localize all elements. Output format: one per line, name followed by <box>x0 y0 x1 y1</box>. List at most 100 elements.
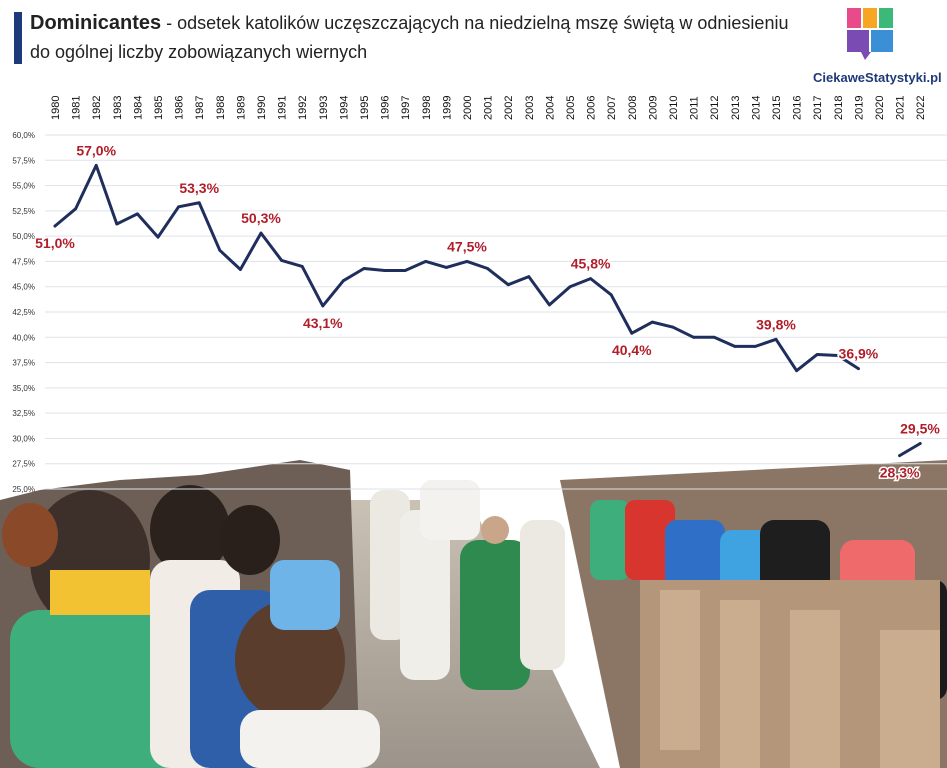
data-label: 53,3% <box>179 180 219 196</box>
church-crowd-photo <box>0 460 947 768</box>
y-tick-label: 32,5% <box>12 409 35 418</box>
x-tick-label: 1980 <box>50 96 62 120</box>
y-tick-label: 40,0% <box>12 333 35 342</box>
data-point <box>589 277 592 281</box>
data-label: 40,4% <box>612 342 652 358</box>
x-tick-label: 1982 <box>91 96 103 120</box>
data-point <box>280 259 283 262</box>
logo-text: CiekaweStatystyki.pl <box>813 70 942 85</box>
data-point <box>383 269 386 272</box>
data-point <box>527 275 531 278</box>
data-point <box>898 454 901 458</box>
series-segment <box>53 163 860 373</box>
x-tick-label: 2020 <box>874 96 886 120</box>
data-point <box>177 205 181 209</box>
y-tick-label: 52,5% <box>12 207 35 216</box>
line-chart: 25,0% 27,5% 30,0% 32,5% 35,0% 37,5% 40,0% 42,5%… <box>12 96 947 494</box>
x-tick-label: 2014 <box>750 96 762 120</box>
x-tick-label: 2021 <box>895 96 907 120</box>
x-tick-label: 1987 <box>194 96 206 120</box>
y-tick-label: 25,0% <box>12 485 35 494</box>
x-tick-label: 1985 <box>153 96 165 120</box>
data-label: 50,3% <box>241 210 281 226</box>
x-tick-label: 2019 <box>853 96 865 120</box>
y-tick-label: 42,5% <box>12 308 35 317</box>
logo-block <box>879 8 893 28</box>
chart-title-bold: Dominicantes <box>30 12 162 34</box>
data-point <box>486 267 489 270</box>
grid <box>45 134 947 490</box>
data-point <box>815 353 819 356</box>
y-tick-label: 35,0% <box>12 384 35 393</box>
y-tick-label: 45,0% <box>12 283 35 292</box>
data-label: 36,9% <box>839 346 879 362</box>
x-tick-label: 2012 <box>709 96 721 120</box>
data-point <box>342 279 345 283</box>
x-tick-label: 1981 <box>71 96 83 120</box>
data-point <box>733 344 737 348</box>
x-tick-label: 1984 <box>132 96 144 120</box>
data-label: 57,0% <box>76 142 116 158</box>
data-point <box>424 260 428 263</box>
x-tick-label: 2015 <box>771 96 783 120</box>
data-point <box>321 304 325 308</box>
data-point <box>609 293 613 297</box>
data-point <box>506 283 510 287</box>
data-point <box>156 235 160 239</box>
data-point <box>692 335 695 339</box>
logo-block <box>871 30 893 52</box>
data-point <box>403 269 407 272</box>
data-label: 43,1% <box>303 315 343 331</box>
data-point <box>795 369 798 373</box>
x-tick-label: 1995 <box>359 96 371 120</box>
y-tick-label: 60,0% <box>12 131 35 140</box>
x-tick-label: 2022 <box>915 96 927 120</box>
x-axis: 1980 1981 1982 1983 1984 1985 1986 1987 1988 1989… <box>50 96 927 120</box>
logo-block <box>861 52 871 60</box>
data-point <box>300 265 304 268</box>
x-tick-label: 1989 <box>235 96 247 120</box>
x-tick-label: 1988 <box>215 96 227 120</box>
x-tick-label: 1997 <box>400 96 412 120</box>
data-point <box>115 222 119 226</box>
x-tick-label: 2004 <box>544 96 556 120</box>
data-point <box>259 231 263 235</box>
x-tick-label: 2003 <box>524 96 536 120</box>
x-tick-label: 1990 <box>256 96 268 120</box>
series-segment <box>898 441 922 458</box>
y-tick-label: 47,5% <box>12 257 35 266</box>
x-tick-label: 1991 <box>277 96 289 120</box>
data-point <box>362 267 366 270</box>
data-point <box>94 163 98 167</box>
data-point <box>857 367 860 371</box>
x-tick-label: 2016 <box>792 96 804 120</box>
x-tick-label: 1994 <box>338 96 350 120</box>
procession <box>370 480 565 690</box>
x-tick-label: 2007 <box>606 96 618 120</box>
title-accent-bar <box>14 12 22 64</box>
data-point <box>918 442 922 445</box>
data-point <box>465 260 469 263</box>
x-tick-label: 1996 <box>380 96 392 120</box>
data-labels: 51,0% 57,0% 53,3% 50,3% 43,1% 47,5% 45,8% 40,4%… <box>34 141 942 482</box>
data-point <box>671 325 675 329</box>
data-point <box>53 224 57 228</box>
data-label: 29,5% <box>900 420 940 436</box>
x-tick-label: 1986 <box>174 96 186 120</box>
data-point <box>445 266 448 269</box>
x-tick-label: 1999 <box>441 96 453 120</box>
series-line <box>53 163 922 458</box>
logo-block <box>863 8 877 28</box>
y-tick-label: 50,0% <box>12 232 35 241</box>
data-label: 45,8% <box>571 256 611 272</box>
logo-block <box>847 30 869 52</box>
x-tick-label: 2006 <box>586 96 598 120</box>
chart-subtitle: do ogólnej liczby zobowiązanych wiernych <box>30 42 368 62</box>
y-tick-label: 37,5% <box>12 359 35 368</box>
data-point <box>548 303 551 307</box>
y-tick-label: 27,5% <box>12 460 35 469</box>
data-label: 39,8% <box>756 316 796 332</box>
chart-title: Dominicantes - odsetek katolików uczęszc… <box>30 12 788 35</box>
x-tick-label: 2013 <box>730 96 742 120</box>
x-tick-label: 2005 <box>565 96 577 120</box>
